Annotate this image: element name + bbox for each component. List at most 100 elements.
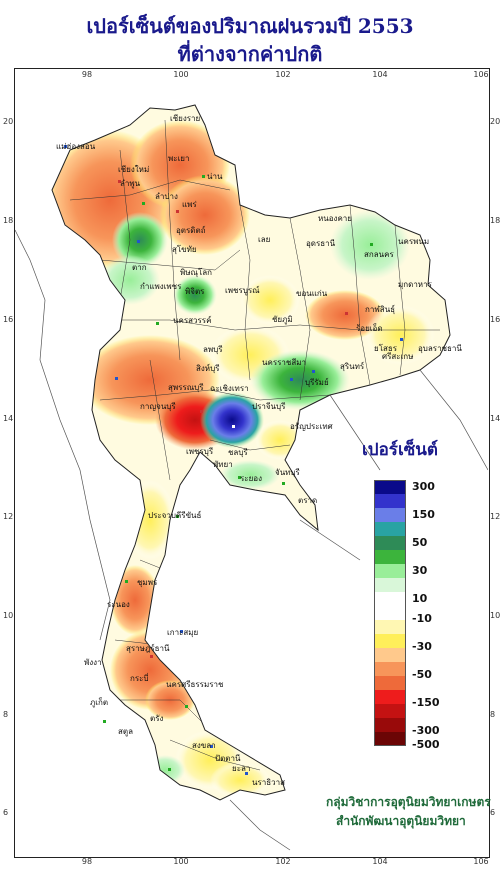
place-label: อุบลราชธานี <box>418 344 462 353</box>
lon-tick-top: 102 <box>275 70 291 79</box>
lat-tick-right: 14 <box>490 414 500 423</box>
place-label: กระบี่ <box>130 674 149 683</box>
place-label: ตรัง <box>150 714 164 723</box>
place-label: ฉะเชิงเทรา <box>210 384 249 393</box>
legend-frame <box>374 480 406 746</box>
place-label: พิษณุโลก <box>180 268 213 277</box>
place-label: นครสวรรค์ <box>173 316 212 325</box>
legend-label: 300 <box>412 480 435 493</box>
lon-tick-top: 98 <box>81 70 93 79</box>
station-markers <box>64 145 403 775</box>
lat-tick-left: 14 <box>3 414 14 423</box>
lat-tick-left: 8 <box>3 710 9 719</box>
place-label: กาญจนบุรี <box>140 402 176 411</box>
place-label: ยโสธร <box>374 344 398 353</box>
place-label: อรัญประเทศ <box>290 422 333 431</box>
lon-tick-top: 106 <box>473 70 489 79</box>
lat-tick-right: 18 <box>490 216 500 225</box>
place-label: พิจิตร <box>185 287 205 296</box>
place-label: นครพนม <box>398 237 430 246</box>
lon-tick-bottom: 102 <box>275 857 291 866</box>
place-label: สกลนคร <box>364 250 394 259</box>
lat-tick-left: 16 <box>3 315 14 324</box>
place-label: ปราจีนบุรี <box>252 402 286 411</box>
lon-tick-bottom: 106 <box>473 857 489 866</box>
place-label: สุราษฎร์ธานี <box>126 644 170 653</box>
place-label: แม่ฮ่องสอน <box>56 142 96 151</box>
place-label: ชลบุรี <box>228 448 248 457</box>
lat-tick-right: 6 <box>490 808 496 817</box>
place-label: ภูเก็ต <box>90 698 109 707</box>
place-label: ประจวบคีรีขันธ์ <box>148 511 202 520</box>
place-label: ชุมพร <box>137 578 158 587</box>
place-label: ลำปาง <box>155 192 178 201</box>
place-label: สุพรรณบุรี <box>168 383 204 392</box>
place-label: แพร่ <box>182 200 197 209</box>
legend-label: 150 <box>412 508 435 521</box>
place-label: เชียงใหม่ <box>118 165 150 174</box>
place-label: พะเยา <box>168 154 190 163</box>
lat-tick-right: 16 <box>490 315 500 324</box>
lat-tick-left: 12 <box>3 512 14 521</box>
place-label: สตูล <box>118 727 133 736</box>
legend-label: -500 <box>412 738 440 751</box>
credit-line1: กลุ่มวิชาการอุตุนิยมวิทยาเกษตร <box>326 795 491 809</box>
place-label: ขอนแก่น <box>296 289 328 298</box>
place-label: บุรีรัมย์ <box>305 378 329 387</box>
place-label: ระยอง <box>240 474 262 483</box>
place-label: อุดรธานี <box>306 239 336 248</box>
map-title-line1: เปอร์เซ็นต์ของปริมาณฝนรวมปี 2553 <box>86 14 414 38</box>
place-label: เกาะสมุย <box>167 628 199 637</box>
place-label: ตราด <box>298 496 318 505</box>
legend-label: 30 <box>412 564 428 577</box>
place-label: เพชรบูรณ์ <box>225 286 260 295</box>
place-label: ระนอง <box>107 600 130 609</box>
place-label: สุโขทัย <box>172 245 197 254</box>
legend-label: -150 <box>412 696 440 709</box>
place-label: ศรีสะเกษ <box>382 352 414 361</box>
place-label: จันทบุรี <box>275 468 300 477</box>
credit-line2: สำนักพัฒนาอุตุนิยมวิทยา <box>336 814 466 828</box>
legend-label: -50 <box>412 668 432 681</box>
lon-tick-top: 100 <box>173 70 189 79</box>
legend-title: เปอร์เซ็นต์ <box>362 440 438 460</box>
lon-tick-top: 104 <box>372 70 388 79</box>
lon-tick-bottom: 98 <box>81 857 93 866</box>
place-label: เชียงราย <box>170 114 201 123</box>
place-label: ลำพูน <box>120 179 141 188</box>
lat-tick-left: 10 <box>3 611 14 620</box>
lat-tick-left: 6 <box>3 808 9 817</box>
place-label: พังงา <box>84 658 102 667</box>
lat-tick-right: 8 <box>490 710 496 719</box>
lat-tick-left: 20 <box>3 117 14 126</box>
lat-tick-right: 20 <box>490 117 500 126</box>
place-label: ยะลา <box>232 764 251 773</box>
lon-tick-bottom: 100 <box>173 857 189 866</box>
place-label: เลย <box>258 235 271 244</box>
place-label: พัทยา <box>213 460 233 469</box>
place-label: กาฬสินธุ์ <box>365 305 396 314</box>
place-label: สงขลา <box>192 741 216 750</box>
place-label: กำแพงเพชร <box>140 282 182 291</box>
place-label: อุตรดิตถ์ <box>176 226 206 235</box>
legend-label: -300 <box>412 724 440 737</box>
place-label: ลพบุรี <box>203 345 223 354</box>
place-label: นครศรีธรรมราช <box>166 680 224 689</box>
lat-tick-left: 18 <box>3 216 14 225</box>
place-label: ปัตตานี <box>215 754 241 763</box>
legend-label: 50 <box>412 536 428 549</box>
place-label: นราธิวาส <box>252 778 286 787</box>
place-label: น่าน <box>207 172 223 181</box>
place-label: นครราชสีมา <box>262 358 306 367</box>
legend-label: 10 <box>412 592 428 605</box>
place-label: สุรินทร์ <box>340 362 365 371</box>
place-label: ตาก <box>132 263 147 272</box>
map-title-line2: ที่ต่างจากค่าปกติ <box>177 42 323 66</box>
legend-label: -10 <box>412 612 432 625</box>
place-label: ชัยภูมิ <box>272 315 293 324</box>
place-label: เพชรบุรี <box>186 447 214 456</box>
legend-label: -30 <box>412 640 432 653</box>
place-label: สิงห์บุรี <box>196 364 220 373</box>
place-label: มุกดาหาร <box>398 280 432 289</box>
lat-tick-right: 10 <box>490 611 500 620</box>
